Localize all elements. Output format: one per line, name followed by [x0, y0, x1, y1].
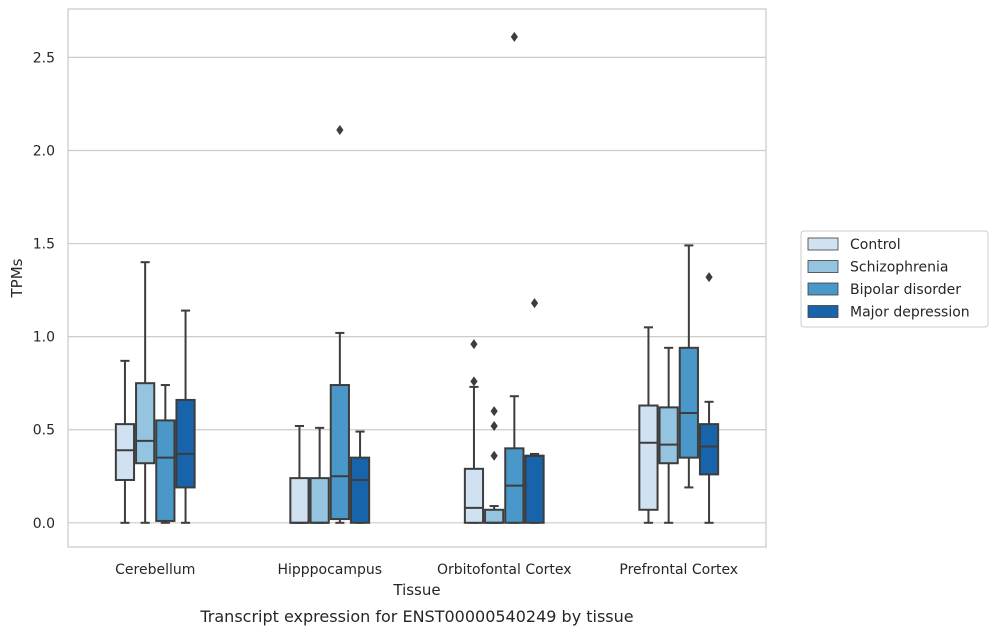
y-tick-label: 2.5 [33, 50, 55, 66]
x-tick-label: Cerebellum [115, 562, 195, 578]
outlier-point [530, 298, 539, 309]
y-tick-label: 0.0 [33, 516, 55, 532]
x-tick-labels: Cerebellum Hipppocampus Orbitofontal Corte… [115, 562, 738, 578]
iqr-box [309, 477, 330, 524]
y-axis-label: TPMs [8, 258, 26, 298]
box-series [114, 31, 720, 524]
box-major-depression [524, 298, 545, 524]
figure-caption: Transcript expression for ENST0000054024… [199, 607, 633, 626]
iqr-box [289, 477, 310, 524]
box-bipolar-disorder [329, 125, 350, 524]
box-bipolar-disorder [504, 31, 525, 524]
iqr-box [698, 423, 720, 476]
iqr-box [135, 382, 156, 465]
iqr-box [678, 346, 699, 459]
iqr-box [638, 404, 659, 511]
x-tick-label: Hipppocampus [277, 562, 382, 578]
iqr-box [329, 384, 350, 521]
x-axis-label: Tissue [392, 581, 440, 599]
box-control [638, 326, 659, 524]
iqr-box [155, 419, 176, 522]
box-schizophrenia [309, 426, 330, 524]
legend-label: Schizophrenia [850, 260, 948, 276]
box-major-depression [349, 430, 371, 524]
y-tick-label: 1.0 [33, 330, 55, 346]
iqr-box [175, 398, 196, 489]
x-tick-label: Prefrontal Cortex [619, 562, 738, 578]
outlier-point [490, 450, 498, 461]
legend-label: Major depression [850, 305, 970, 321]
legend-items: Control Schizophrenia Bipolar disorder Majo… [807, 237, 970, 321]
iqr-box [524, 454, 545, 524]
outlier-point [510, 31, 518, 42]
iqr-box [484, 508, 505, 524]
y-tick-labels: 0.0 0.5 1.0 1.5 2.0 2.5 [33, 50, 55, 531]
iqr-box [658, 406, 679, 465]
legend-swatch [807, 282, 839, 296]
y-tick-label: 2.0 [33, 143, 55, 159]
box-major-depression [175, 309, 196, 524]
box-major-depression [698, 272, 720, 524]
legend-label: Bipolar disorder [850, 282, 961, 298]
outlier-point [490, 406, 498, 417]
legend-label: Control [850, 237, 901, 253]
legend-swatch [807, 237, 839, 251]
legend-frame [800, 230, 989, 328]
outlier-point [470, 376, 478, 387]
box-control [289, 424, 310, 524]
box-control [463, 339, 485, 524]
outlier-point [470, 339, 478, 350]
legend: Control Schizophrenia Bipolar disorder Majo… [800, 230, 989, 328]
y-tick-label: 1.5 [33, 237, 55, 253]
outlier-point [705, 272, 713, 283]
box-schizophrenia [658, 346, 679, 524]
iqr-box [114, 423, 136, 481]
box-bipolar-disorder [155, 384, 176, 524]
box-control [114, 359, 136, 524]
iqr-box [463, 467, 485, 524]
box-bipolar-disorder [678, 244, 699, 489]
legend-swatch [807, 305, 839, 318]
outlier-point [490, 420, 498, 431]
y-tick-label: 0.5 [33, 423, 55, 439]
box-schizophrenia [135, 261, 156, 524]
x-tick-label: Orbitofontal Cortex [437, 562, 572, 578]
plot-frame [67, 8, 767, 548]
outlier-point [336, 125, 344, 136]
legend-swatch [807, 260, 839, 273]
box-schizophrenia [484, 406, 505, 524]
iqr-box [349, 456, 371, 524]
